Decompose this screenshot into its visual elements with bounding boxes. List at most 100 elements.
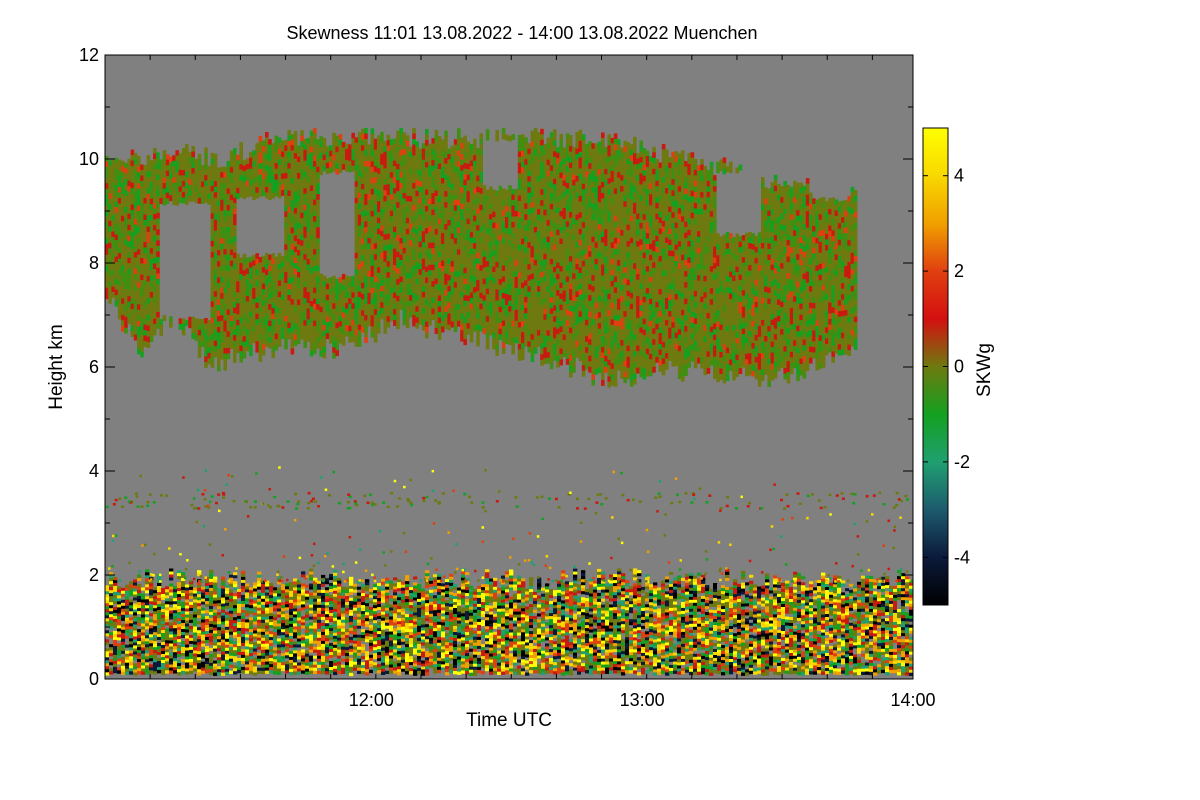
cloud-cell xyxy=(402,165,407,172)
cloud-cell xyxy=(450,178,455,185)
cloud-cell xyxy=(354,181,359,188)
cloud-cell xyxy=(207,347,211,354)
cloud-cell xyxy=(460,253,464,260)
cloud-cell xyxy=(594,286,599,293)
cloud-cell xyxy=(297,178,301,185)
cloud-cell xyxy=(559,354,563,360)
cloud-cell xyxy=(585,198,589,205)
cloud-cell xyxy=(137,254,141,261)
cloud-cell xyxy=(348,287,352,294)
cloud-cell xyxy=(386,316,391,323)
cloud-cell xyxy=(588,201,592,208)
cloud-cell xyxy=(268,139,272,145)
cloud-cell xyxy=(236,292,240,299)
cloud-cell xyxy=(373,204,378,211)
cloud-cell xyxy=(223,348,227,354)
cloud-cell xyxy=(553,332,557,339)
cloud-cell xyxy=(213,170,218,177)
cloud-cell xyxy=(325,283,330,290)
cloud-cell xyxy=(361,134,365,141)
cloud-cell xyxy=(313,271,317,277)
cloud-cell xyxy=(543,143,547,150)
cloud-cell xyxy=(293,318,298,324)
cloud-cell xyxy=(607,227,611,234)
cloud-cell xyxy=(236,171,240,178)
cloud-cell xyxy=(591,280,595,287)
cloud-cell xyxy=(412,183,416,189)
cloud-cell xyxy=(553,184,557,191)
cloud-cell xyxy=(271,143,275,150)
cloud-cell xyxy=(322,347,327,353)
cloud-cell xyxy=(287,141,291,147)
cloud-cell xyxy=(357,269,362,276)
cloud-cell xyxy=(117,198,122,204)
cloud-cell xyxy=(300,262,304,269)
cloud-cell xyxy=(537,313,541,320)
cloud-cell xyxy=(581,348,586,355)
cloud-cell xyxy=(530,345,535,352)
cloud-cell xyxy=(351,165,355,172)
cloud-cell xyxy=(223,315,227,321)
cloud-cell xyxy=(524,340,528,347)
cloud-cell xyxy=(191,333,195,339)
cloud-cell xyxy=(511,304,515,311)
cloud-cell xyxy=(105,293,109,300)
cloud-cell xyxy=(393,188,397,194)
cloud-cell xyxy=(517,300,522,306)
cloud-cell xyxy=(197,186,202,193)
cloud-cell xyxy=(258,180,263,186)
cloud-cell xyxy=(121,188,125,195)
cloud-cell xyxy=(402,275,407,282)
cloud-cell xyxy=(133,279,138,286)
cloud-cell xyxy=(444,191,448,197)
cloud-cell xyxy=(517,261,522,268)
cloud-cell xyxy=(156,152,160,159)
cloud-cell xyxy=(437,191,442,197)
cloud-cell xyxy=(361,167,365,174)
cloud-cell xyxy=(562,191,567,198)
cloud-cell xyxy=(476,335,480,341)
cloud-cell xyxy=(485,277,490,284)
cloud-cell xyxy=(594,291,599,298)
cloud-cell xyxy=(517,355,522,361)
cloud-cell xyxy=(140,307,144,314)
cloud-cell xyxy=(258,290,263,296)
cloud-cell xyxy=(261,316,266,323)
cloud-cell xyxy=(444,240,448,247)
cloud-cell xyxy=(306,308,311,315)
cloud-cell xyxy=(473,171,477,178)
cloud-cell xyxy=(319,334,323,341)
cloud-cell xyxy=(405,168,410,175)
cloud-cell xyxy=(111,275,115,282)
cloud-cell xyxy=(303,138,307,145)
cloud-cell xyxy=(425,151,429,157)
cloud-cell xyxy=(495,339,499,345)
cloud-cell xyxy=(335,295,339,302)
cloud-cell xyxy=(434,196,439,202)
cloud-cell xyxy=(287,267,291,274)
cloud-cell xyxy=(229,150,234,157)
cloud-cell xyxy=(293,268,298,275)
cloud-cell xyxy=(114,234,119,241)
cloud-cell xyxy=(255,297,259,304)
cloud-cell xyxy=(380,274,384,281)
cloud-cell xyxy=(175,194,179,201)
cloud-cell xyxy=(127,219,131,226)
cloud-cell xyxy=(156,229,160,236)
cloud-cell xyxy=(357,253,362,259)
cloud-cell xyxy=(149,209,154,216)
cloud-cell xyxy=(466,191,471,197)
cloud-cell xyxy=(601,198,605,205)
cloud-cell xyxy=(569,151,573,158)
cloud-cell xyxy=(601,248,605,254)
cloud-cell xyxy=(197,192,202,199)
cloud-cell xyxy=(156,168,160,175)
cloud-cell xyxy=(271,341,275,348)
cloud-cell xyxy=(581,156,586,163)
cloud-cell xyxy=(354,203,359,210)
cloud-cell xyxy=(380,137,384,144)
cloud-cell xyxy=(409,201,413,208)
cloud-cell xyxy=(421,324,426,331)
cloud-cell xyxy=(140,324,144,330)
cloud-cell xyxy=(399,282,403,288)
